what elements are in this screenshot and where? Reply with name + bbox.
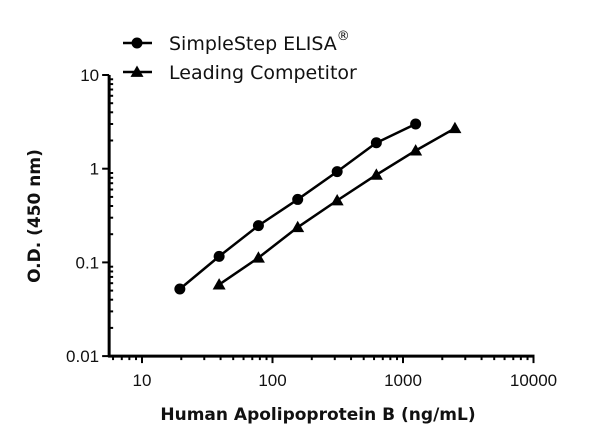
x-tick-label: 1000	[384, 371, 422, 390]
registered-mark: ®	[337, 29, 350, 44]
circle-marker	[292, 193, 304, 205]
data-series	[174, 118, 462, 295]
circle-marker	[174, 283, 186, 295]
circle-marker	[213, 250, 225, 262]
axes: 0.01 0.1 1 10 10 100 1000 10000	[66, 66, 557, 390]
y-tick-label: 0.1	[75, 253, 99, 272]
x-axis-title: Human Apolipoprotein B (ng/mL)	[160, 405, 475, 425]
y-tick-label: 0.01	[66, 347, 99, 366]
triangle-marker	[212, 278, 226, 290]
series-simplestep-elisa	[174, 118, 422, 295]
legend: SimpleStep ELISA® Leading Competitor	[123, 29, 357, 84]
y-tick-label: 1	[90, 160, 99, 179]
triangle-marker	[369, 168, 383, 180]
fit-curve	[179, 122, 417, 290]
circle-marker	[410, 118, 422, 130]
series-leading-competitor	[212, 121, 462, 290]
legend-label: Leading Competitor	[169, 62, 357, 84]
x-tick-label: 10000	[510, 371, 557, 390]
circle-marker	[370, 137, 382, 149]
triangle-marker	[330, 193, 344, 206]
legend-item: Leading Competitor	[123, 62, 357, 84]
triangle-marker	[291, 220, 305, 233]
triangle-marker	[251, 251, 265, 263]
circle-marker	[252, 220, 264, 232]
legend-label: SimpleStep ELISA®	[169, 29, 350, 55]
x-tick-label: 100	[258, 371, 286, 390]
triangle-marker	[409, 144, 423, 156]
legend-item: SimpleStep ELISA®	[123, 29, 350, 55]
triangle-marker	[448, 121, 462, 134]
triangle-marker-icon	[130, 65, 144, 77]
x-tick-label: 10	[133, 371, 152, 390]
circle-marker	[331, 166, 343, 178]
y-tick-label: 10	[80, 66, 99, 85]
y-axis-title: O.D. (450 nm)	[25, 149, 45, 283]
circle-marker-icon	[131, 37, 143, 49]
